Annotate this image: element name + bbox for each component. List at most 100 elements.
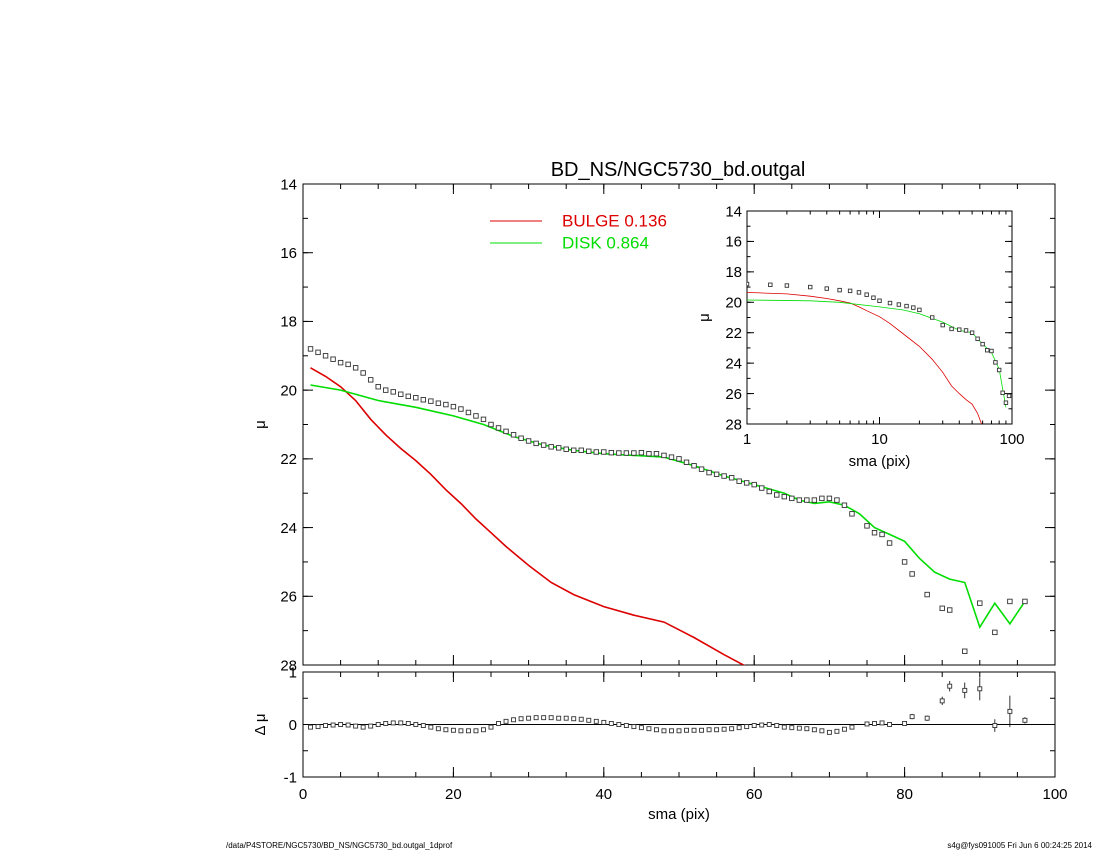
data-point <box>526 715 532 721</box>
data-point <box>747 281 750 287</box>
data-point <box>962 687 968 693</box>
data-point <box>721 726 727 732</box>
data-point <box>503 718 509 724</box>
data-point <box>1022 598 1028 605</box>
data-point <box>345 361 351 368</box>
y-tick-label: 22 <box>725 325 742 342</box>
data-point <box>751 723 757 728</box>
data-point <box>834 497 840 503</box>
data-point <box>789 725 795 731</box>
data-point <box>774 723 780 728</box>
data-point <box>939 605 945 612</box>
data-point <box>330 356 336 362</box>
inset-panel: 1 10 100 14 16 18 20 22 24 26 28 sma (pix) μ <box>696 203 1025 470</box>
data-point <box>940 322 945 328</box>
x-tick-label: 0 <box>299 786 307 803</box>
x-tick-label: 100 <box>999 431 1024 448</box>
series-line-bulge <box>310 367 746 665</box>
data-point <box>977 686 983 692</box>
data-point <box>721 473 727 479</box>
data-point <box>638 449 645 456</box>
data-point <box>323 723 329 728</box>
plot-frame <box>746 210 1013 425</box>
data-point <box>872 721 877 726</box>
data-point <box>586 717 592 723</box>
data-point <box>887 300 893 306</box>
data-point <box>993 360 998 365</box>
data-point <box>646 451 652 457</box>
data-point <box>691 463 697 469</box>
data-point <box>841 502 848 508</box>
data-point <box>383 387 389 393</box>
y-tick-label: -1 <box>284 769 297 786</box>
data-point <box>924 591 930 598</box>
data-point <box>443 727 449 733</box>
plot-area <box>307 346 1028 665</box>
data-point <box>856 290 862 295</box>
data-point <box>736 725 742 731</box>
data-point <box>924 715 930 721</box>
data-point <box>608 449 615 456</box>
data-point <box>837 287 842 293</box>
data-point <box>465 728 471 734</box>
x-axis-label: sma (pix) <box>849 453 911 470</box>
data-point <box>616 450 622 456</box>
x-tick-label: 20 <box>445 786 462 803</box>
data-point <box>796 497 803 503</box>
data-point <box>337 359 344 366</box>
data-point <box>684 727 689 733</box>
data-point <box>826 729 832 735</box>
data-point <box>904 303 909 309</box>
footer-left: /data/P4STORE/NGC5730/BD_NS/NGC5730_bd.o… <box>226 841 453 850</box>
data-point <box>511 717 517 723</box>
x-tick-label: 1 <box>743 431 751 448</box>
data-point <box>975 336 980 341</box>
data-point <box>398 391 404 397</box>
data-point <box>713 471 720 478</box>
data-point <box>661 452 667 459</box>
data-point <box>811 497 818 503</box>
data-point <box>887 722 893 727</box>
y-tick-label: 1 <box>289 664 297 681</box>
data-point <box>571 716 577 722</box>
data-point <box>736 478 742 484</box>
data-point <box>963 328 969 333</box>
data-point <box>593 718 599 724</box>
data-point <box>824 286 829 291</box>
data-point <box>563 715 569 721</box>
y-tick-label: 22 <box>280 451 297 468</box>
plot-area <box>747 281 1012 424</box>
data-point <box>1022 717 1028 723</box>
data-point <box>352 365 359 371</box>
data-point <box>917 307 922 313</box>
y-axis-label: μ <box>696 313 713 322</box>
data-point <box>413 722 419 727</box>
data-point <box>315 349 321 356</box>
data-point <box>578 447 584 453</box>
data-point <box>896 302 902 307</box>
y-tick-label: 24 <box>725 355 742 372</box>
data-point <box>661 728 667 734</box>
y-tick-label: 26 <box>725 386 742 403</box>
data-point <box>992 629 998 636</box>
data-point <box>315 724 321 730</box>
y-tick-label: 0 <box>289 717 297 734</box>
data-point <box>1003 400 1009 405</box>
data-point <box>593 449 599 455</box>
data-point <box>368 723 374 729</box>
data-point <box>308 724 313 730</box>
y-tick-label: 28 <box>280 657 297 674</box>
data-point <box>571 447 577 453</box>
y-axis-label: Δ μ <box>252 713 269 735</box>
data-point <box>616 722 622 727</box>
data-point <box>548 444 554 450</box>
data-point <box>911 305 916 310</box>
data-point <box>541 715 547 721</box>
data-point <box>503 428 509 435</box>
data-point <box>631 450 637 456</box>
data-point <box>877 298 882 303</box>
data-point <box>405 393 411 400</box>
data-point <box>781 724 787 730</box>
